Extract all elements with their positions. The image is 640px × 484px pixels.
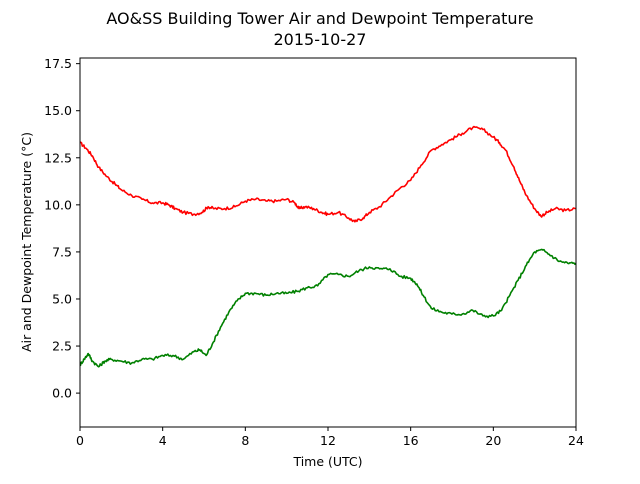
series-layer — [79, 125, 577, 368]
y-tick-label: 15.0 — [44, 103, 72, 118]
chart-subtitle: 2015-10-27 — [274, 30, 367, 49]
series-line-1 — [79, 125, 577, 223]
x-tick-label: 4 — [159, 433, 167, 448]
x-axis: 0 4 8 12 16 20 24 — [76, 427, 584, 448]
y-tick-label: 10.0 — [44, 197, 72, 212]
series-line-2 — [79, 248, 577, 368]
x-tick-label: 20 — [485, 433, 501, 448]
y-tick-label: 12.5 — [44, 150, 72, 165]
x-axis-label: Time (UTC) — [292, 454, 362, 469]
y-tick-label: 7.5 — [52, 244, 72, 259]
y-tick-label: 0.0 — [52, 386, 72, 401]
x-tick-label: 24 — [568, 433, 584, 448]
y-tick-label: 17.5 — [44, 56, 72, 71]
plot-frame — [79, 57, 577, 428]
chart-title: AO&SS Building Tower Air and Dewpoint Te… — [106, 9, 533, 28]
y-axis: 0.0 2.5 5.0 7.5 10.0 12.5 15.0 17.5 — [44, 56, 80, 401]
y-axis-label: Air and Dewpoint Temperature (°C) — [19, 132, 34, 352]
x-tick-label: 16 — [403, 433, 419, 448]
x-tick-label: 12 — [320, 433, 336, 448]
x-tick-label: 8 — [241, 433, 249, 448]
y-tick-label: 2.5 — [52, 339, 72, 354]
x-tick-label: 0 — [76, 433, 84, 448]
y-tick-label: 5.0 — [52, 291, 72, 306]
